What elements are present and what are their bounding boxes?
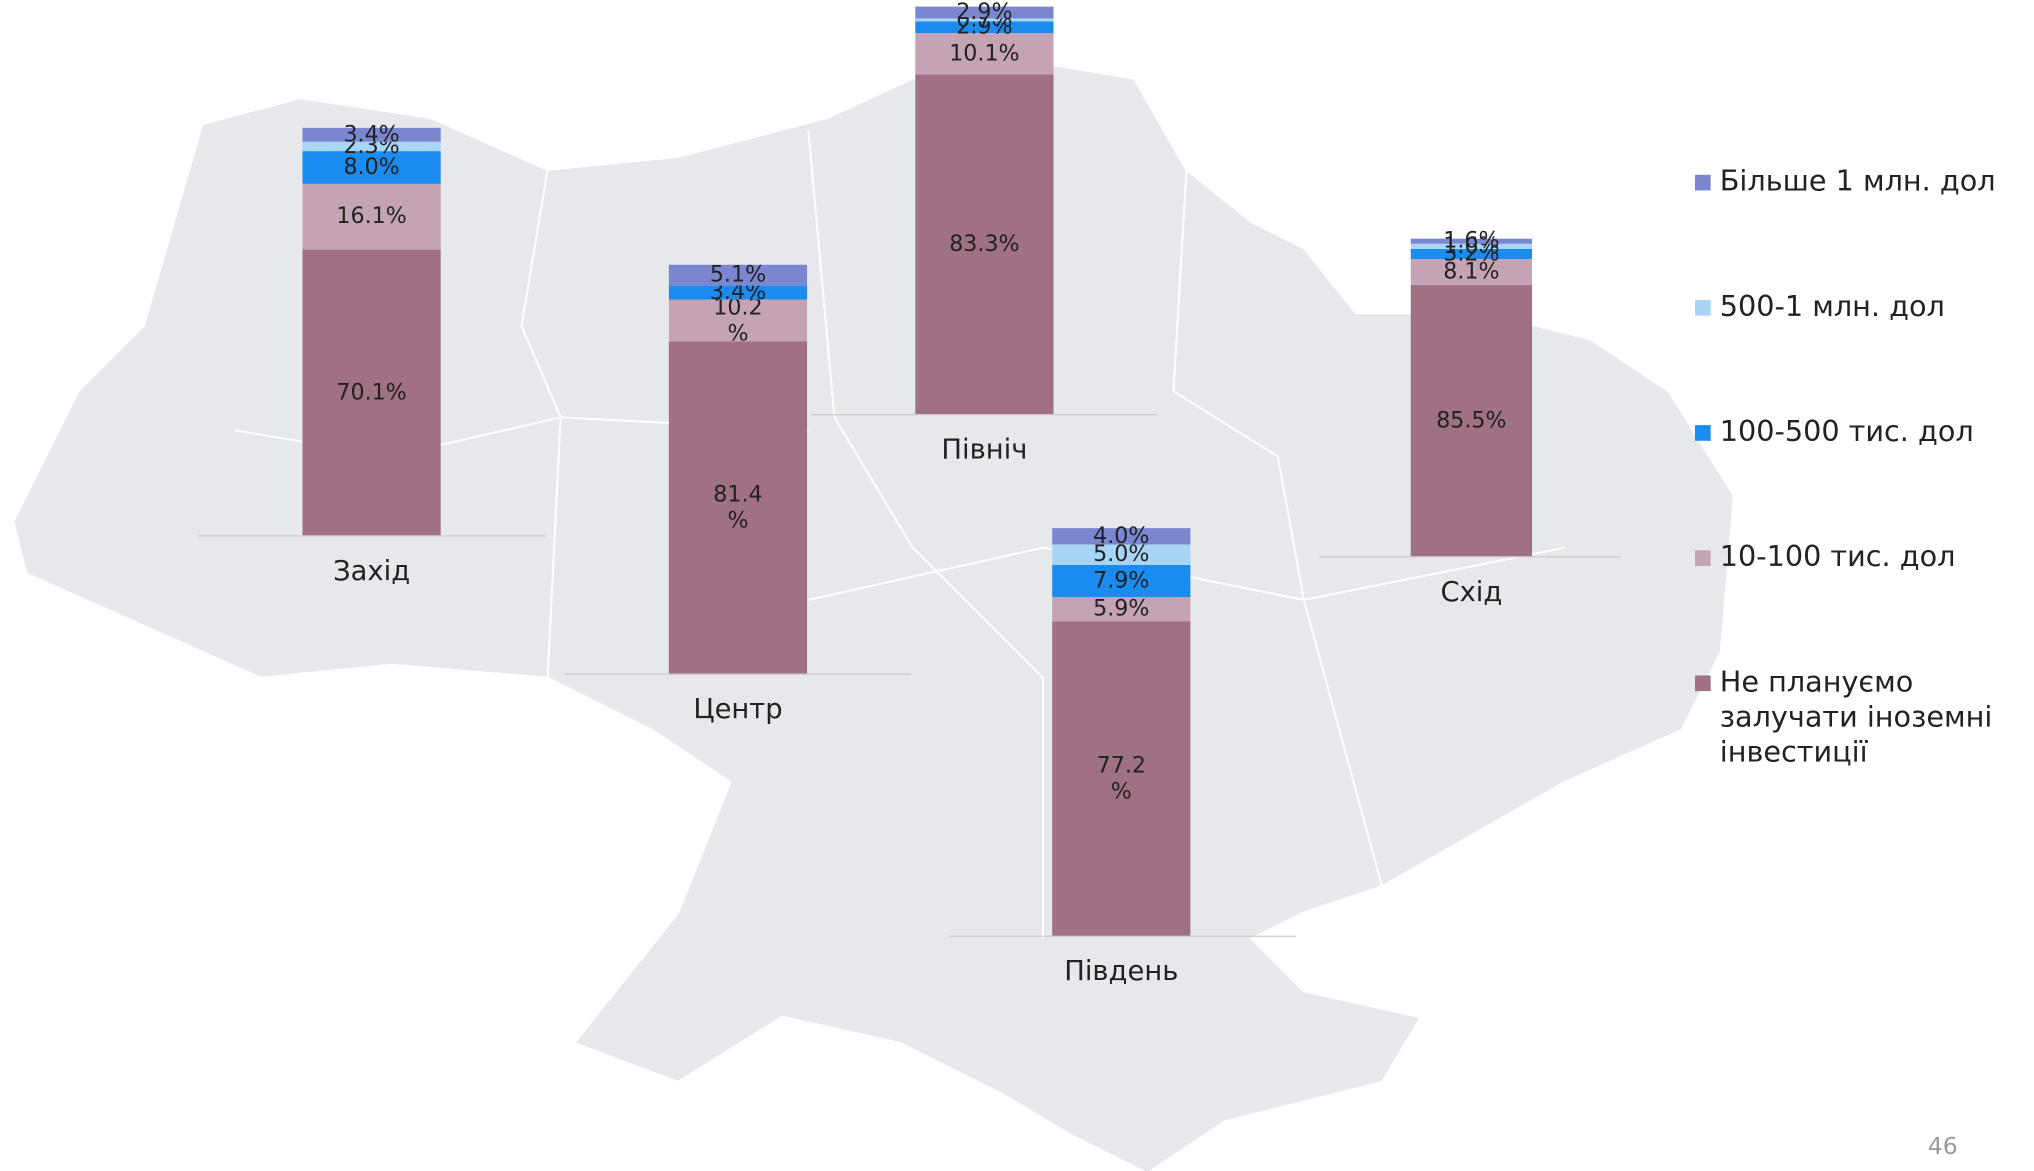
bar-segment xyxy=(1410,238,1533,244)
data-label: 16.1% xyxy=(336,203,406,229)
bar-segment xyxy=(1410,248,1533,260)
legend-swatch xyxy=(1695,174,1711,191)
bar-segment xyxy=(1410,259,1533,285)
bar-segment xyxy=(1052,621,1191,937)
data-label: 2.9% xyxy=(956,0,1012,25)
bar-segment xyxy=(302,183,441,250)
legend-label: Не плануємо залучати іноземні інвестиції xyxy=(1720,664,1993,768)
data-label: 5.9% xyxy=(1093,596,1149,622)
bar-segment xyxy=(302,249,441,536)
bar-segment xyxy=(668,341,808,675)
bar-segment xyxy=(915,21,1054,34)
bar-segment xyxy=(1052,564,1191,598)
bar-segment xyxy=(1052,528,1191,545)
data-label: 10.1% xyxy=(949,40,1019,66)
data-label: 1.6% xyxy=(1443,228,1499,254)
category-label: Центр xyxy=(693,694,782,725)
legend-label: 100-500 тис. дол xyxy=(1720,414,1974,448)
bar-segment xyxy=(1410,284,1533,557)
bar-segment xyxy=(915,74,1054,415)
legend-label: 500-1 млн. дол xyxy=(1720,289,1945,323)
data-label: 1.6% xyxy=(1443,233,1499,259)
bar-segment xyxy=(1052,544,1191,565)
category-label: Північ xyxy=(941,435,1027,466)
data-label: 8.0% xyxy=(343,154,399,180)
data-label: 70.1% xyxy=(336,379,406,405)
data-label: 5.1% xyxy=(710,262,766,288)
category-label: Південь xyxy=(1064,956,1178,987)
bar-segment xyxy=(668,285,808,300)
bar-segment xyxy=(302,151,441,184)
bar-segment xyxy=(915,6,1054,19)
bar-segment xyxy=(302,141,441,152)
data-label: 85.5% xyxy=(1436,407,1506,433)
legend-label: Більше 1 млн. дол xyxy=(1720,164,1996,198)
legend-label: 10-100 тис. дол xyxy=(1720,539,1956,573)
data-label: 77.2% xyxy=(1097,752,1146,804)
legend-swatch xyxy=(1695,550,1711,566)
data-label: 4.0% xyxy=(1093,523,1149,549)
data-label: 83.3% xyxy=(949,231,1019,257)
bar-segment xyxy=(1052,597,1191,622)
bar-segment xyxy=(668,299,808,342)
data-label: 3.4% xyxy=(343,121,399,147)
data-label: 81.4% xyxy=(713,481,762,533)
data-label: 7.9% xyxy=(1093,567,1149,593)
legend-swatch xyxy=(1695,425,1711,441)
legend-swatch xyxy=(1695,675,1711,692)
bar-segment xyxy=(1410,243,1533,249)
legend-swatch xyxy=(1695,299,1711,316)
bar-segment xyxy=(302,127,441,142)
category-label: Захід xyxy=(333,556,410,587)
page-number: 46 xyxy=(1928,1132,1958,1160)
map-ukraine xyxy=(11,63,1736,1171)
data-label: 8.1% xyxy=(1443,258,1499,284)
category-label: Схід xyxy=(1440,577,1502,608)
bar-segment xyxy=(915,33,1054,75)
bar-segment xyxy=(668,264,808,286)
data-label: 5.0% xyxy=(1093,541,1149,567)
bar-segment xyxy=(915,18,1054,22)
